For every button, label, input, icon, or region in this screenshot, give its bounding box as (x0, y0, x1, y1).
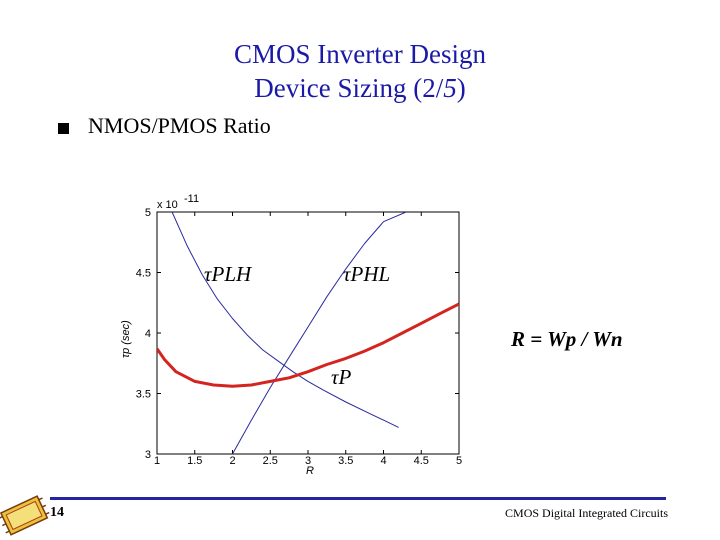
x-tick-label: 3 (305, 455, 311, 467)
x-tick-label: 1 (154, 455, 160, 467)
x-tick-label: 3.5 (338, 455, 353, 467)
series-tau-phl-line (232, 212, 407, 454)
slide-title-line1: CMOS Inverter Design (234, 39, 486, 69)
y-tick-label: 4.5 (136, 268, 151, 280)
footer-rule (50, 497, 666, 500)
title-line2-prefix: Device Sizing (2/ (254, 73, 444, 103)
y-tick-label: 5 (145, 207, 151, 219)
y-exponent-label: x 10 (157, 199, 178, 211)
y-tick-label: 3.5 (136, 389, 151, 401)
y-tick-labels: 3 3.5 4 4.5 5 (136, 207, 151, 461)
page-number: 14 (50, 505, 64, 520)
series-tau-p-line (157, 302, 459, 388)
x-tick-label: 4.5 (414, 455, 429, 467)
x-tick-labels: 1 1.5 2 2.5 3 3.5 4 4.5 5 (154, 455, 462, 467)
x-tick-label: 2 (229, 455, 235, 467)
phl-annotation: τPHL (343, 262, 390, 286)
y-axis-label: τp (sec) (120, 320, 132, 358)
x-tick-label: 1.5 (187, 455, 202, 467)
y-exponent-power: -11 (184, 193, 199, 205)
x-tick-label: 4 (380, 455, 386, 467)
ratio-annotation: R = Wp / Wn (510, 327, 623, 351)
tick-marks (156, 211, 460, 455)
y-tick-label: 3 (145, 449, 151, 461)
slide-title-line2: Device Sizing (2/5) (0, 72, 720, 105)
bullet-text: NMOS/PMOS Ratio (88, 113, 271, 138)
series-layer (157, 212, 459, 454)
x-tick-label: 5 (456, 455, 462, 467)
edu-logo-icon (0, 495, 50, 536)
p-annotation: τP (331, 365, 352, 389)
footer-title: CMOS Digital Integrated Circuits (505, 506, 668, 520)
plot-frame (156, 211, 460, 455)
series-tau-plh-line (171, 212, 399, 428)
bullet-square-icon (58, 123, 69, 134)
title-line2-suffix: ) (456, 73, 466, 103)
plh-annotation: τPLH (204, 262, 253, 286)
title-line2-em: 5 (443, 73, 457, 103)
y-tick-label: 4 (145, 328, 151, 340)
x-axis-label: R (306, 465, 314, 477)
x-tick-label: 2.5 (263, 455, 278, 467)
